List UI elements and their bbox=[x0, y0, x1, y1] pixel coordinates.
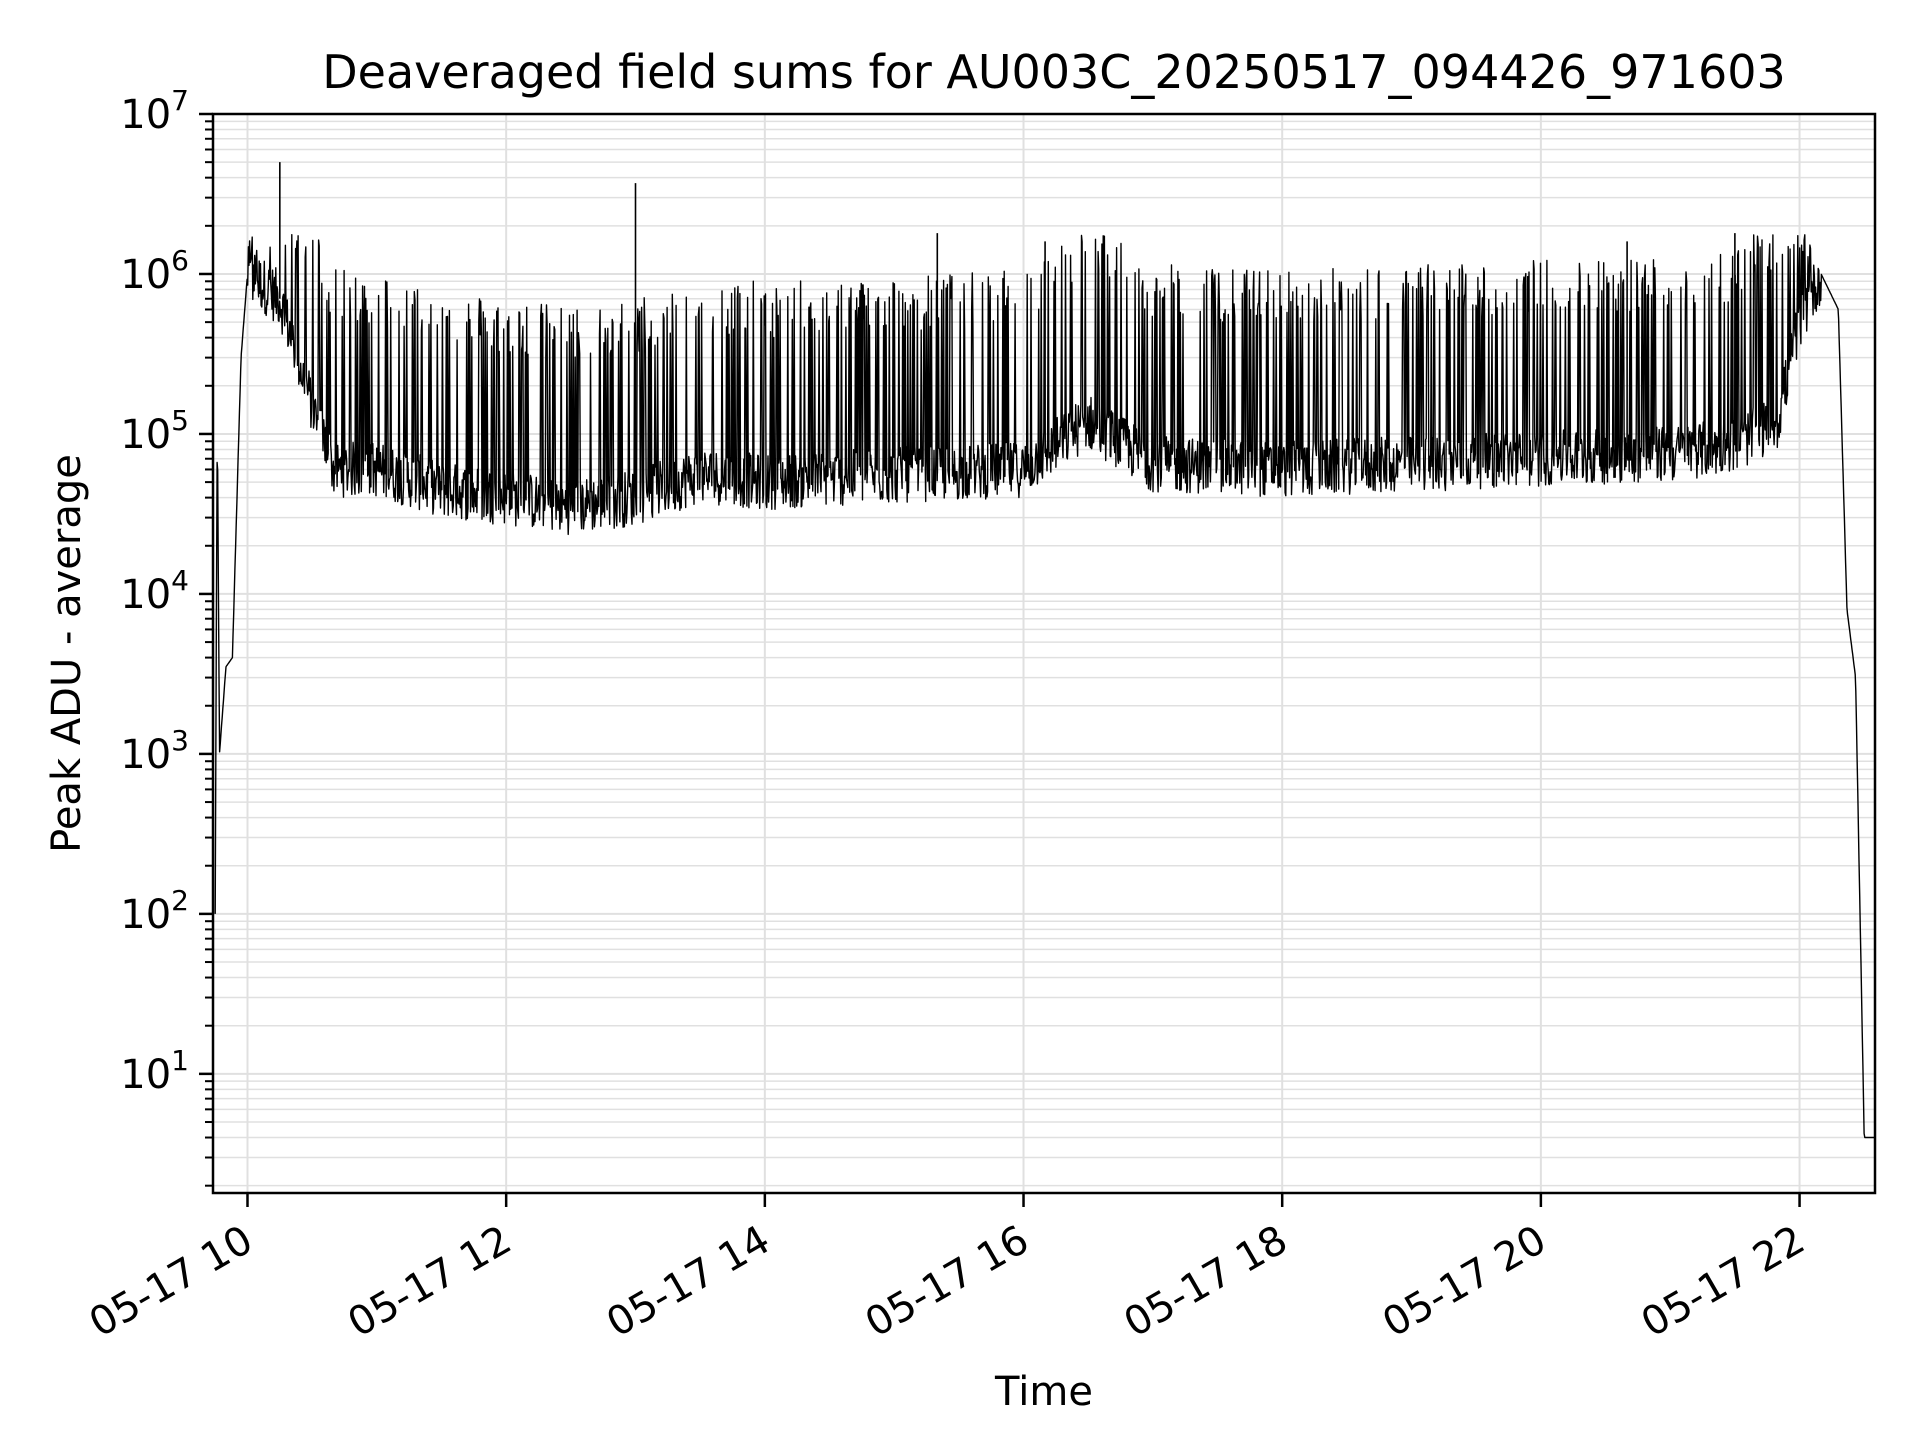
plot-frame bbox=[211, 112, 1877, 1195]
ticks bbox=[199, 112, 1801, 1207]
y-tick-label: 105 bbox=[120, 404, 189, 458]
y-tick-label: 101 bbox=[120, 1044, 189, 1098]
y-tick-label: 104 bbox=[120, 564, 189, 618]
y-axis-title: Peak ADU - average bbox=[44, 454, 90, 853]
y-tick-label: 103 bbox=[120, 724, 189, 778]
y-tick-label: 102 bbox=[120, 884, 189, 938]
y-tick-label: 107 bbox=[120, 84, 189, 138]
series-layer bbox=[214, 162, 1876, 1139]
y-tick-label: 106 bbox=[120, 244, 189, 298]
x-axis-title: Time bbox=[994, 1369, 1093, 1415]
chart-title: Deaveraged field sums for AU003C_2025051… bbox=[322, 45, 1786, 99]
